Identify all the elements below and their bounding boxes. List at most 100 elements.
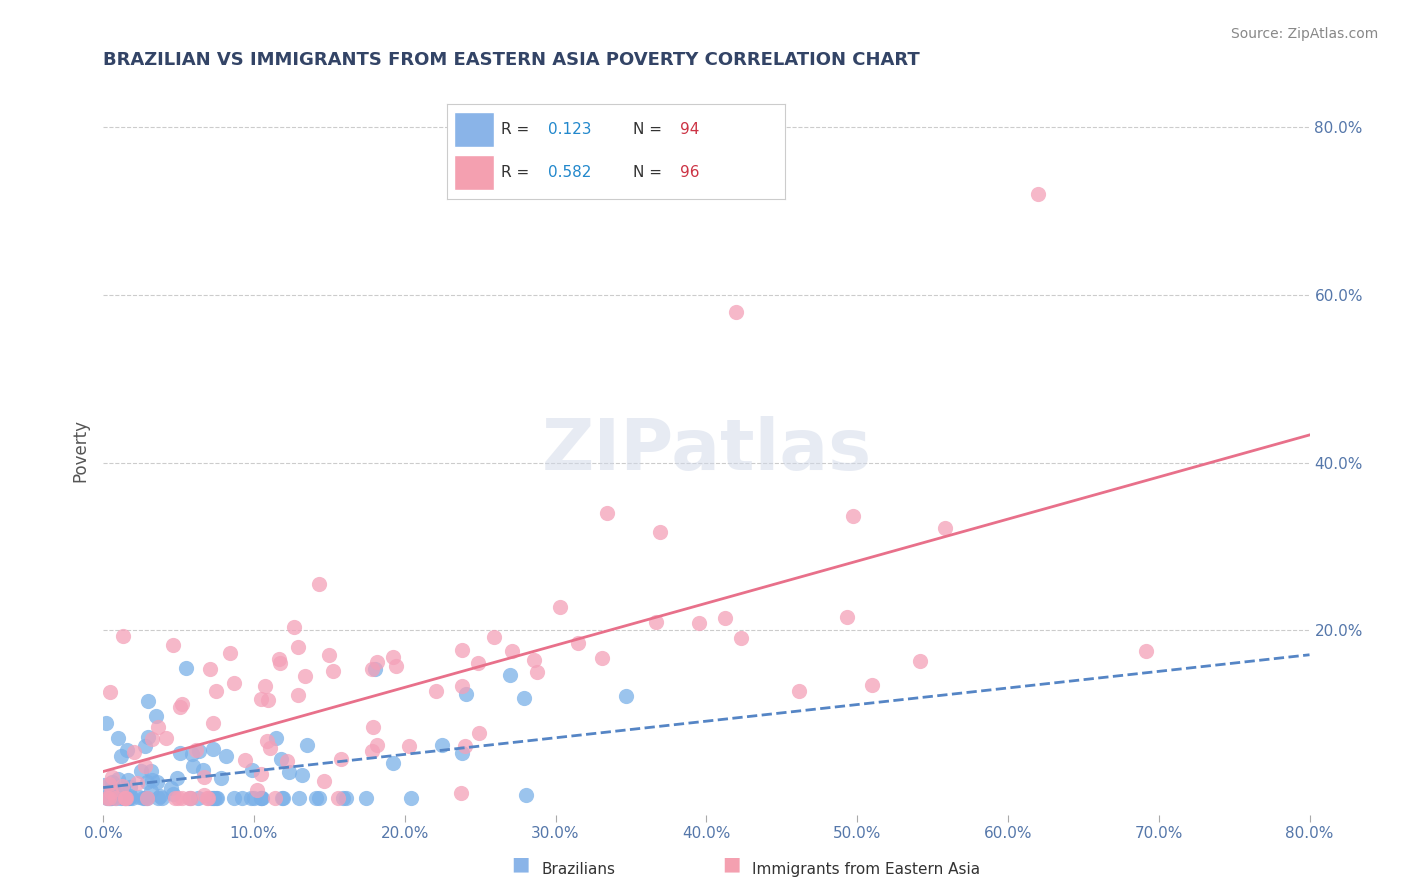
Point bbox=[166, 771, 188, 785]
Point bbox=[98, 684, 121, 698]
Point bbox=[1026, 187, 1049, 202]
Point bbox=[181, 759, 204, 773]
Point bbox=[179, 790, 201, 805]
Point bbox=[112, 785, 135, 799]
Point bbox=[117, 743, 139, 757]
Point bbox=[170, 790, 193, 805]
Point bbox=[139, 784, 162, 798]
Point bbox=[484, 631, 506, 645]
Point bbox=[145, 774, 167, 789]
Point bbox=[645, 615, 668, 629]
Point bbox=[499, 668, 522, 682]
Point bbox=[276, 754, 298, 768]
Point bbox=[149, 789, 172, 803]
Point bbox=[332, 790, 354, 805]
Point bbox=[121, 790, 143, 805]
Text: Immigrants from Eastern Asia: Immigrants from Eastern Asia bbox=[752, 863, 980, 877]
Point bbox=[468, 726, 491, 740]
Point bbox=[249, 692, 271, 706]
Point bbox=[134, 759, 156, 773]
Point bbox=[361, 744, 384, 758]
Point bbox=[934, 521, 956, 535]
Point bbox=[160, 781, 183, 796]
Point bbox=[257, 693, 280, 707]
Text: Source: ZipAtlas.com: Source: ZipAtlas.com bbox=[1230, 27, 1378, 41]
Point bbox=[100, 771, 122, 785]
Point bbox=[110, 748, 132, 763]
Point bbox=[287, 640, 309, 655]
Point bbox=[231, 790, 253, 805]
Point bbox=[714, 611, 737, 625]
Point bbox=[295, 738, 318, 752]
Point bbox=[1135, 644, 1157, 658]
Point bbox=[122, 745, 145, 759]
Point bbox=[93, 778, 115, 792]
Point bbox=[146, 790, 169, 805]
Point bbox=[523, 653, 546, 667]
Text: ■: ■ bbox=[721, 855, 741, 873]
Point bbox=[270, 752, 292, 766]
Point bbox=[100, 785, 122, 799]
Text: ZIPatlas: ZIPatlas bbox=[541, 416, 872, 484]
Point bbox=[688, 616, 710, 631]
Point bbox=[114, 790, 136, 805]
Point bbox=[202, 715, 225, 730]
Point bbox=[134, 790, 156, 805]
Point bbox=[117, 790, 139, 805]
Point bbox=[250, 767, 273, 781]
Point bbox=[118, 789, 141, 803]
Point bbox=[205, 790, 228, 805]
Point bbox=[787, 683, 810, 698]
Point bbox=[454, 739, 477, 753]
Point bbox=[214, 749, 236, 764]
Point bbox=[381, 756, 404, 770]
Point bbox=[193, 770, 215, 784]
Point bbox=[101, 779, 124, 793]
Point bbox=[132, 790, 155, 805]
Point bbox=[193, 789, 215, 803]
Point bbox=[259, 741, 281, 756]
Point bbox=[141, 772, 163, 787]
Point bbox=[97, 790, 120, 805]
Point bbox=[136, 730, 159, 744]
Point bbox=[110, 790, 132, 805]
Point bbox=[218, 646, 240, 660]
Point bbox=[152, 790, 174, 805]
Point bbox=[169, 699, 191, 714]
Point bbox=[136, 694, 159, 708]
Point bbox=[567, 636, 589, 650]
Point bbox=[202, 790, 225, 805]
Point bbox=[467, 657, 489, 671]
Point bbox=[145, 709, 167, 723]
Point bbox=[366, 656, 388, 670]
Point bbox=[243, 790, 266, 805]
Point bbox=[202, 790, 225, 805]
Point bbox=[263, 790, 285, 805]
Point bbox=[118, 790, 141, 805]
Point bbox=[267, 652, 290, 666]
Point bbox=[205, 684, 228, 698]
Point bbox=[908, 654, 931, 668]
Point bbox=[100, 790, 122, 805]
Point bbox=[269, 656, 291, 670]
Point bbox=[107, 772, 129, 787]
Point bbox=[163, 790, 186, 805]
Point bbox=[318, 648, 340, 663]
Point bbox=[364, 662, 387, 676]
Point bbox=[127, 775, 149, 789]
Point bbox=[366, 739, 388, 753]
Point bbox=[308, 577, 330, 591]
Point bbox=[97, 790, 120, 805]
Point bbox=[361, 720, 384, 734]
Point bbox=[101, 775, 124, 789]
Point bbox=[197, 790, 219, 805]
Point bbox=[104, 790, 127, 805]
Point bbox=[170, 698, 193, 712]
Point bbox=[136, 790, 159, 805]
Point bbox=[256, 733, 278, 747]
Point bbox=[614, 690, 637, 704]
Point bbox=[450, 786, 472, 800]
Point bbox=[245, 783, 267, 797]
Point bbox=[291, 768, 314, 782]
Point bbox=[308, 790, 330, 805]
